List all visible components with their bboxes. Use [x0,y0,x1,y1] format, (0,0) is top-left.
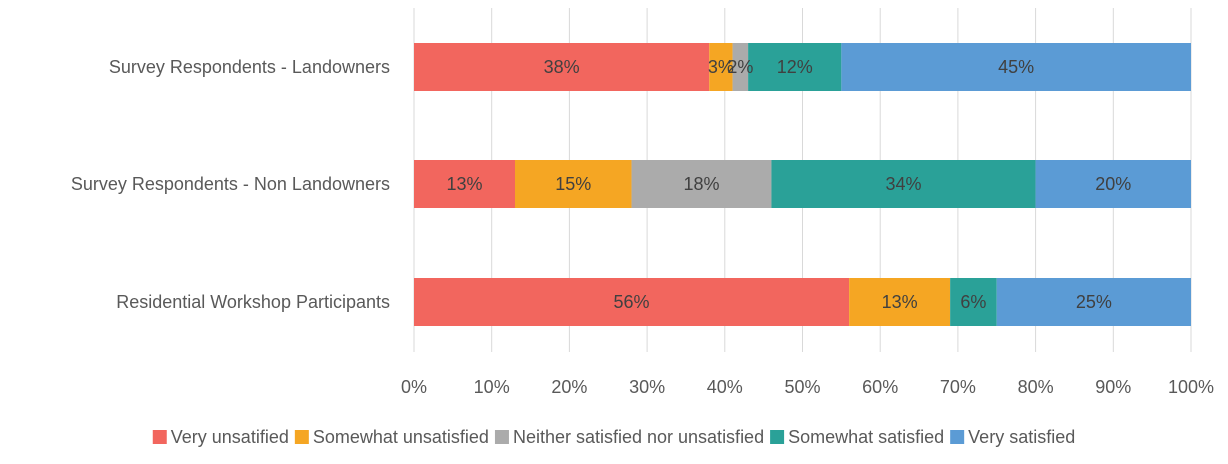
legend: Very unsatified Somewhat unsatisfied Neith… [152,427,1075,447]
x-tick-label: 70% [940,377,976,397]
data-label: 6% [960,292,986,312]
legend-swatch [152,430,167,444]
legend-swatch [950,430,965,444]
bar-segment [709,43,733,91]
category-label: Survey Respondents - Landowners [109,57,390,77]
data-labels: 38% 3%2% 12% 45% 13% 15% 18% 34% 20% 56% 13% 6% 25% [446,57,1131,312]
category-label: Survey Respondents - Non Landowners [71,174,390,194]
data-label: 13% [446,174,482,194]
legend-label: Somewhat satisfied [788,427,944,447]
x-tick-label: 20% [551,377,587,397]
bars [414,43,1191,326]
bar-segment [631,160,772,208]
bar-segment [414,278,850,326]
data-label: 25% [1076,292,1112,312]
legend-label: Very satisfied [968,427,1075,447]
data-label: 3% [708,57,734,77]
x-tick-label: 90% [1095,377,1131,397]
x-tick-label: 10% [474,377,510,397]
legend-label: Somewhat unsatisfied [313,427,489,447]
category-label: Residential Workshop Participants [116,292,390,312]
data-label: 20% [1095,174,1131,194]
bar-segment [996,278,1191,326]
value-axis: 0% 10% 20% 30% 40% 50% 60% 70% 80% 90% 100% [401,377,1214,397]
legend-label: Neither satisfied nor unsatisfied [513,427,764,447]
bar-segment [1035,160,1191,208]
x-tick-label: 30% [629,377,665,397]
data-label: 56% [614,292,650,312]
x-tick-label: 50% [784,377,820,397]
legend-item: Very satisfied [950,427,1075,447]
bar-segment [771,160,1036,208]
x-tick-label: 60% [862,377,898,397]
x-tick-label: 80% [1018,377,1054,397]
legend-swatch [770,430,785,444]
data-label: 34% [885,174,921,194]
x-tick-label: 0% [401,377,427,397]
legend-item: Very unsatified [152,427,289,447]
bar-segment [515,160,632,208]
bar-segment [950,278,997,326]
bar-segment [414,43,710,91]
x-tick-label: 40% [707,377,743,397]
data-label: 15% [555,174,591,194]
data-label: 45% [998,57,1034,77]
legend-item: Somewhat satisfied [770,427,944,447]
legend-label: Very unsatified [171,427,289,447]
bar-segment [414,160,516,208]
bar-segment [849,278,951,326]
legend-item: Neither satisfied nor unsatisfied [494,427,764,447]
data-label: 13% [882,292,918,312]
x-tick-label: 100% [1168,377,1214,397]
data-label: 12% [777,57,813,77]
bar-segment [732,43,749,91]
legend-item: Somewhat unsatisfied [294,427,489,447]
legend-swatch [294,430,309,444]
legend-swatch [494,430,509,444]
data-label: 18% [683,174,719,194]
data-label: 2% [727,57,753,77]
data-label: 38% [544,57,580,77]
bar-segment [841,43,1191,91]
bar-segment [748,43,842,91]
category-axis: Survey Respondents - Landowners Survey Re… [71,57,390,312]
